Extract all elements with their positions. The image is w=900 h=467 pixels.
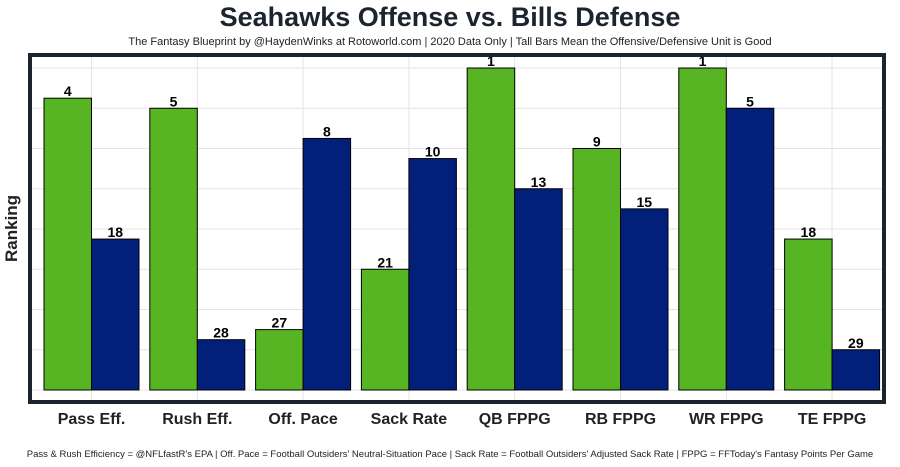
bar xyxy=(725,107,775,391)
bar xyxy=(43,97,92,391)
bar-value-label: 15 xyxy=(636,194,652,210)
x-tick-label: WR FPPG xyxy=(689,411,764,428)
bar-value-label: 28 xyxy=(213,325,229,341)
chart-caption: Pass & Rush Efficiency = @NFLfastR's EPA… xyxy=(26,449,874,460)
bar-value-label: 8 xyxy=(323,123,331,139)
bar-value-label: 5 xyxy=(746,93,754,109)
x-tick-label: Pass Eff. xyxy=(58,411,126,428)
bar-value-label: 9 xyxy=(593,134,601,150)
bar xyxy=(360,268,410,391)
bar-value-label: 10 xyxy=(425,144,441,160)
bar xyxy=(302,137,352,391)
bar xyxy=(196,339,246,391)
bar-value-label: 5 xyxy=(170,93,178,109)
bar xyxy=(149,107,198,391)
panel-border xyxy=(28,53,886,404)
bar xyxy=(408,158,457,391)
x-tick-label: Rush Eff. xyxy=(162,411,232,428)
x-tick-label: Sack Rate xyxy=(371,411,448,428)
bar xyxy=(678,67,727,391)
bar-value-label: 18 xyxy=(801,224,817,240)
bar-value-label: 1 xyxy=(487,53,495,69)
bar-value-label: 27 xyxy=(272,315,288,331)
bar-value-label: 21 xyxy=(377,254,393,270)
bar xyxy=(466,67,516,391)
chart-subtitle: The Fantasy Blueprint by @HaydenWinks at… xyxy=(128,36,772,48)
bar-value-label: 29 xyxy=(848,335,864,351)
bar-value-label: 4 xyxy=(64,83,72,99)
bar xyxy=(514,188,563,391)
bar xyxy=(620,208,669,391)
x-tick-label: RB FPPG xyxy=(585,411,656,428)
chart-title: Seahawks Offense vs. Bills Defense xyxy=(219,2,681,32)
x-tick-label: QB FPPG xyxy=(479,411,551,428)
bar-value-label: 1 xyxy=(699,53,707,69)
bar xyxy=(784,238,833,391)
bar xyxy=(91,238,140,391)
x-tick-label: Off. Pace xyxy=(268,411,337,428)
x-tick-label: TE FPPG xyxy=(798,411,866,428)
bar xyxy=(572,148,621,391)
bar-value-label: 13 xyxy=(531,174,547,190)
bar-value-label: 18 xyxy=(107,224,123,240)
bar xyxy=(255,329,304,391)
bar xyxy=(831,349,881,391)
